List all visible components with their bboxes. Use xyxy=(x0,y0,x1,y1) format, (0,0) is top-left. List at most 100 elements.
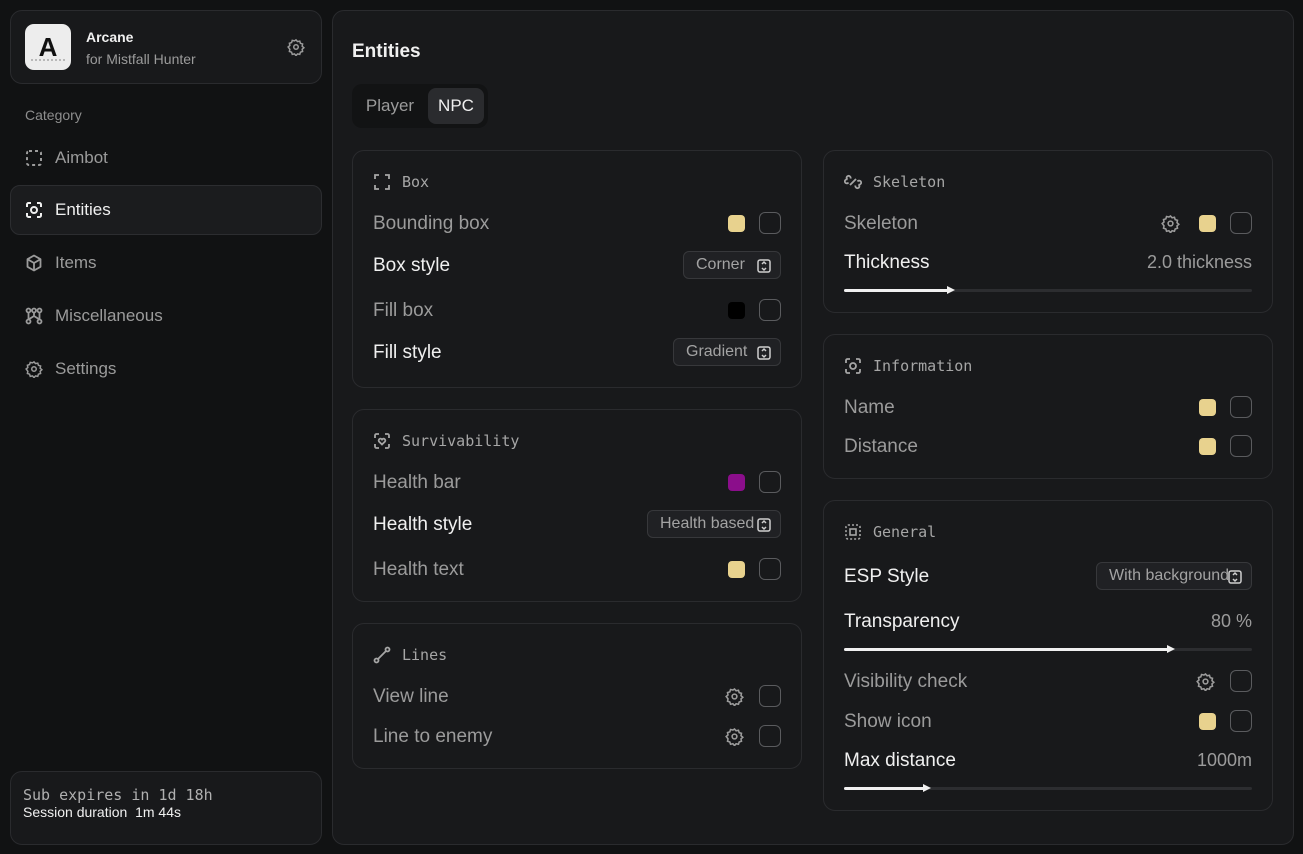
transparency-row: Transparency 80 % xyxy=(844,607,1252,637)
transparency-slider[interactable] xyxy=(844,644,1252,654)
card-header: Skeleton xyxy=(844,173,945,191)
transparency-value: 80 % xyxy=(1210,611,1252,631)
thickness-value: 2.0 thickness xyxy=(1146,252,1252,272)
bone-icon xyxy=(844,174,862,190)
session-duration: Session duration 1m 44s xyxy=(23,804,181,820)
slider-track xyxy=(844,289,1252,292)
row-label: Show icon xyxy=(844,711,932,732)
color-swatch[interactable] xyxy=(728,302,745,319)
card-title: Skeleton xyxy=(873,173,946,191)
card-title: General xyxy=(873,523,937,541)
line-icon xyxy=(373,646,391,664)
slider-fill xyxy=(844,289,950,292)
sidebar-item-entities[interactable]: Entities xyxy=(10,185,322,235)
sidebar-item-aimbot[interactable]: Aimbot xyxy=(10,133,322,183)
max-distance-slider[interactable] xyxy=(844,783,1252,793)
row-label: Bounding box xyxy=(373,213,490,234)
card-header: Box xyxy=(373,173,429,191)
health-bar-checkbox[interactable] xyxy=(759,471,781,493)
sidebar-item-label: Entities xyxy=(55,200,111,219)
entity-tabs: Player NPC xyxy=(352,84,488,128)
slider-handle[interactable] xyxy=(923,784,931,792)
visibility-check-checkbox[interactable] xyxy=(1230,670,1252,692)
bounding-box-checkbox[interactable] xyxy=(759,212,781,234)
name-row: Name xyxy=(844,393,1252,423)
health-style-select[interactable]: Health based xyxy=(647,510,781,538)
slider-handle[interactable] xyxy=(1167,645,1175,653)
sidebar-item-label: Settings xyxy=(55,359,117,378)
sidebar-item-miscellaneous[interactable]: Miscellaneous xyxy=(10,291,322,341)
subscription-panel: Sub expires in 1d 18h Session duration 1… xyxy=(10,771,322,845)
color-swatch[interactable] xyxy=(728,561,745,578)
tab-player[interactable]: Player xyxy=(365,96,415,115)
card-header: Information xyxy=(844,357,972,375)
app-logo: A xyxy=(25,24,71,70)
brand-panel: A Arcane for Mistfall Hunter xyxy=(10,10,322,84)
name-checkbox[interactable] xyxy=(1230,396,1252,418)
lines-card: Lines View line Line to enemy xyxy=(352,623,802,769)
gear-icon[interactable] xyxy=(287,38,305,56)
select-value: Gradient xyxy=(686,343,748,360)
sidebar-item-settings[interactable]: Settings xyxy=(10,344,322,394)
heart-scan-icon xyxy=(374,433,390,449)
color-swatch[interactable] xyxy=(1199,215,1216,232)
thickness-slider[interactable] xyxy=(844,285,1252,295)
distance-checkbox[interactable] xyxy=(1230,435,1252,457)
color-swatch[interactable] xyxy=(1199,713,1216,730)
card-title: Survivability xyxy=(402,432,520,450)
row-label: Health style xyxy=(373,514,473,535)
row-label: Visibility check xyxy=(844,671,968,692)
box-style-select[interactable]: Corner xyxy=(683,251,781,279)
color-swatch[interactable] xyxy=(1199,399,1216,416)
sidebar-item-label: Miscellaneous xyxy=(55,306,163,325)
sidebar-item-label: Items xyxy=(55,253,97,272)
gear-icon[interactable] xyxy=(1161,214,1180,233)
color-swatch[interactable] xyxy=(728,474,745,491)
row-label: Line to enemy xyxy=(373,726,493,747)
gear-icon[interactable] xyxy=(725,727,744,746)
show-icon-checkbox[interactable] xyxy=(1230,710,1252,732)
esp-style-row: ESP Style With background xyxy=(844,562,1252,592)
card-title: Box xyxy=(402,173,430,191)
health-style-row: Health style Health based xyxy=(373,510,781,540)
esp-style-select[interactable]: With background xyxy=(1096,562,1252,590)
color-swatch[interactable] xyxy=(1199,438,1216,455)
slider-handle[interactable] xyxy=(947,286,955,294)
scan-face-icon xyxy=(26,202,42,218)
tab-npc[interactable]: NPC xyxy=(428,88,484,124)
general-card: General ESP Style With background Transp… xyxy=(823,500,1273,811)
max-distance-value: 1000m xyxy=(1196,750,1252,770)
gear-icon[interactable] xyxy=(1196,672,1215,691)
select-arrows-icon xyxy=(757,346,771,360)
fill-box-row: Fill box xyxy=(373,296,781,326)
app-name: Arcane xyxy=(86,29,134,45)
card-title: Lines xyxy=(402,646,448,664)
fill-box-checkbox[interactable] xyxy=(759,299,781,321)
select-arrows-icon xyxy=(757,518,771,532)
color-swatch[interactable] xyxy=(728,215,745,232)
skeleton-card: Skeleton Skeleton Thickness 2.0 thicknes… xyxy=(823,150,1273,313)
row-label: ESP Style xyxy=(844,566,930,587)
view-line-row: View line xyxy=(373,682,781,712)
health-bar-row: Health bar xyxy=(373,468,781,498)
focus-icon xyxy=(845,524,861,540)
skeleton-checkbox[interactable] xyxy=(1230,212,1252,234)
row-label: View line xyxy=(373,686,449,707)
row-label: Health text xyxy=(373,559,464,580)
row-label: Thickness xyxy=(844,252,930,273)
gear-icon[interactable] xyxy=(725,687,744,706)
fill-style-select[interactable]: Gradient xyxy=(673,338,781,366)
health-text-checkbox[interactable] xyxy=(759,558,781,580)
row-label: Transparency xyxy=(844,611,960,632)
max-distance-row: Max distance 1000m xyxy=(844,746,1252,776)
subscription-expiry: Sub expires in 1d 18h xyxy=(23,786,213,804)
sidebar-item-items[interactable]: Items xyxy=(10,238,322,288)
line-to-enemy-checkbox[interactable] xyxy=(759,725,781,747)
line-to-enemy-row: Line to enemy xyxy=(373,722,781,752)
page-title: Entities xyxy=(352,41,421,62)
view-line-checkbox[interactable] xyxy=(759,685,781,707)
box-frame-icon xyxy=(374,174,390,190)
gear-icon xyxy=(25,360,43,378)
row-label: Fill style xyxy=(373,342,442,363)
show-icon-row: Show icon xyxy=(844,707,1252,737)
